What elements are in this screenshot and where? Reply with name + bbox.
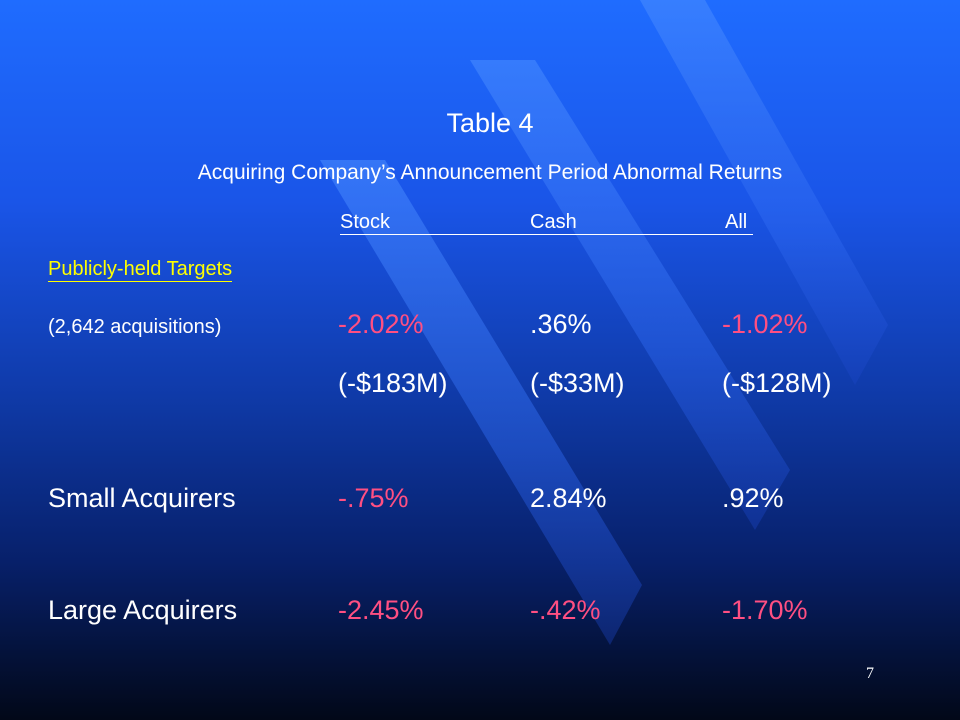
value-stock-small-acquirers: -.75% [338, 483, 409, 513]
value-cash-small-acquirers: 2.84% [530, 483, 607, 513]
row-label-small-acquirers: Small Acquirers [48, 483, 236, 513]
value-stock-all-targets: -2.02% [338, 309, 424, 339]
value-cash-large-acquirers: -.42% [530, 595, 601, 625]
value-all-all-targets: -1.02% [722, 309, 808, 339]
diagonal-stripe-2 [470, 60, 790, 530]
diagonal-stripe-3 [320, 160, 642, 645]
dollar-value-stock: (-$183M) [338, 368, 448, 398]
section-label-publicly-held-targets: Publicly-held Targets [48, 258, 233, 282]
value-all-large-acquirers: -1.70% [722, 595, 808, 625]
page-number: 7 [866, 665, 874, 682]
row-label-acquisitions: (2,642 acquisitions) [48, 316, 222, 338]
column-header-all: All [725, 211, 748, 233]
diagonal-stripe-1 [640, 0, 888, 385]
value-stock-large-acquirers: -2.45% [338, 595, 424, 625]
value-all-small-acquirers: .92% [722, 483, 784, 513]
column-header-stock: Stock [340, 211, 391, 233]
dollar-value-all: (-$128M) [722, 368, 832, 398]
column-headers: Stock Cash All [340, 212, 753, 235]
slide-subtitle: Acquiring Company’s Announcement Period … [197, 161, 783, 184]
column-header-cash: Cash [530, 211, 577, 233]
value-cash-all-targets: .36% [530, 309, 592, 339]
row-label-large-acquirers: Large Acquirers [48, 595, 238, 625]
slide-title: Table 4 [446, 108, 534, 138]
dollar-value-cash: (-$33M) [530, 368, 625, 398]
